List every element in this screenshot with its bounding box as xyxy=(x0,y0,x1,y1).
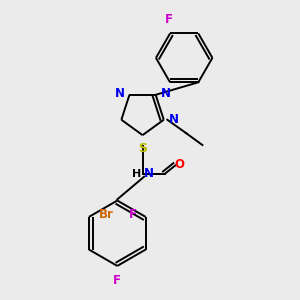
Text: O: O xyxy=(174,158,184,171)
Text: N: N xyxy=(144,167,154,180)
Text: H: H xyxy=(132,169,141,179)
Text: N: N xyxy=(169,112,179,126)
Text: Br: Br xyxy=(98,208,113,221)
Text: F: F xyxy=(129,208,137,221)
Text: F: F xyxy=(113,274,121,287)
Text: F: F xyxy=(165,13,172,26)
Text: N: N xyxy=(160,87,170,100)
Text: S: S xyxy=(138,142,147,155)
Text: N: N xyxy=(115,87,125,100)
